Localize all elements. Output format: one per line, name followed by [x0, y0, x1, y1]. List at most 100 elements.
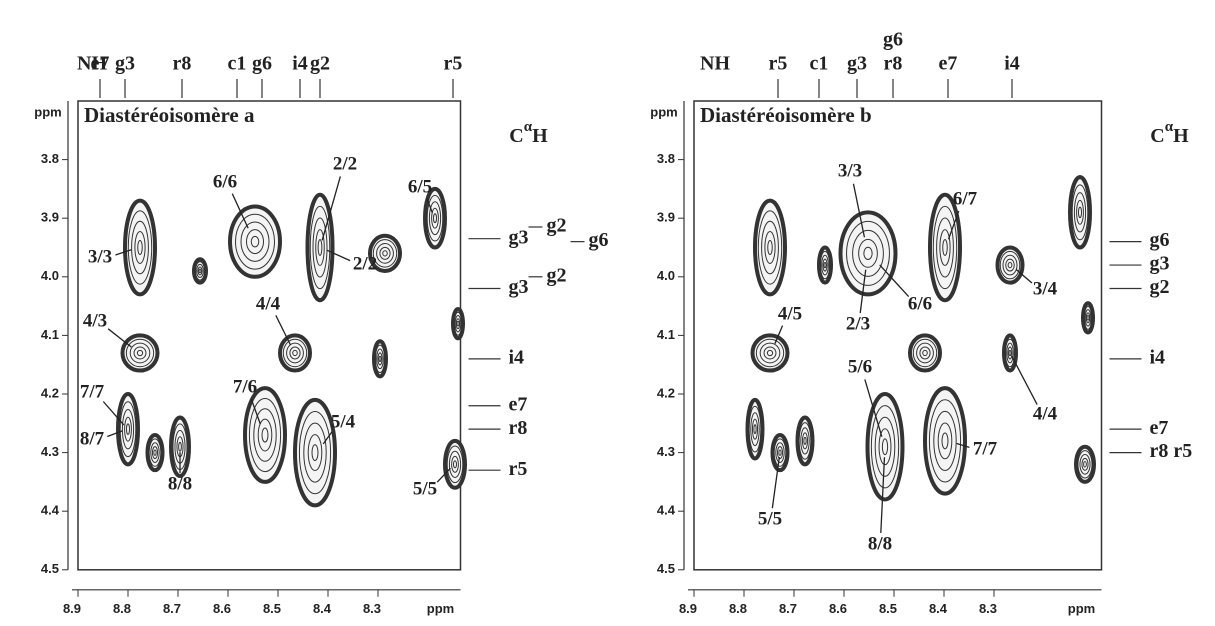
heading-sup: α	[1165, 119, 1174, 135]
y-tick-label: 4.2	[41, 385, 59, 400]
contour	[821, 254, 829, 276]
contour	[764, 231, 776, 264]
annotation-leader	[275, 315, 292, 346]
top-label: e7	[91, 53, 110, 75]
annotation: 2/3	[846, 313, 870, 334]
annotation: 6/6	[213, 171, 237, 192]
annotation: 3/3	[88, 246, 112, 267]
contour	[145, 433, 165, 473]
contour	[433, 213, 437, 224]
top-label: r5	[444, 53, 463, 75]
contour	[286, 342, 304, 364]
annotation-leader	[947, 210, 960, 240]
contour	[819, 250, 831, 280]
contour	[1006, 342, 1014, 364]
y-tick-label: 4.2	[657, 385, 675, 400]
y-tick-label: 4.5	[41, 561, 59, 576]
annotation: 6/6	[908, 293, 932, 314]
contour	[941, 432, 949, 450]
right-label: i4	[509, 346, 525, 368]
contour	[1068, 175, 1092, 250]
x-tick-label: 8.4	[929, 601, 948, 616]
contour	[1007, 346, 1013, 360]
annotation: 5/5	[413, 478, 437, 499]
contour	[431, 207, 439, 229]
y-tick-label: 3.9	[41, 210, 59, 225]
contour	[374, 344, 386, 374]
contour	[803, 436, 807, 445]
contour	[939, 229, 951, 266]
contour	[121, 408, 135, 450]
plot-frame	[693, 100, 1103, 571]
y-tick-label: 4.4	[41, 503, 60, 518]
annotation-leader	[880, 457, 886, 534]
contour	[133, 346, 147, 360]
heading-base: C	[509, 125, 523, 147]
contour	[908, 333, 942, 373]
contour	[124, 416, 132, 442]
contour	[881, 438, 889, 456]
x-tick-label: 8.7	[163, 601, 181, 616]
contour	[228, 204, 282, 279]
right-label: g2	[547, 215, 567, 237]
right-label: r8	[509, 417, 528, 439]
contour	[1007, 261, 1013, 269]
x-tick-label: 8.5	[263, 601, 281, 616]
contour	[377, 352, 383, 366]
top-label: r5	[769, 53, 788, 75]
annotation-leader	[426, 198, 433, 214]
contour	[1005, 258, 1015, 272]
top-heading: NH	[700, 53, 730, 75]
x-tick-label: 8.7	[779, 601, 797, 616]
annotation: 5/5	[758, 508, 782, 529]
contour	[1076, 199, 1084, 225]
contour	[852, 229, 884, 277]
contour	[932, 205, 958, 290]
contour	[454, 314, 462, 333]
contour	[766, 349, 774, 357]
contour	[379, 246, 391, 260]
x-tick-label: 8.9	[63, 601, 81, 616]
contour	[823, 261, 827, 269]
y-tick-label: 4.3	[657, 444, 675, 459]
contour	[278, 333, 312, 373]
x-axis-label: ppm	[427, 601, 454, 616]
contour	[936, 217, 954, 278]
contour	[753, 198, 787, 297]
heading-tail: H	[1173, 125, 1189, 147]
contour	[878, 428, 892, 466]
contour	[1077, 450, 1093, 479]
top-label: g6	[883, 29, 903, 51]
contour	[761, 220, 779, 275]
contour	[446, 445, 464, 484]
contour	[928, 399, 962, 483]
contour	[912, 338, 938, 368]
x-axis-label: ppm	[1068, 601, 1095, 616]
contour	[937, 422, 953, 460]
right-label: g3	[1150, 253, 1170, 275]
right-label: g3	[509, 226, 529, 248]
contour	[136, 349, 144, 357]
contour	[1085, 312, 1091, 324]
contour	[800, 427, 810, 455]
contour	[757, 210, 783, 285]
contour	[451, 455, 459, 473]
contour	[448, 450, 462, 478]
contour	[453, 460, 457, 469]
annotation: 5/4	[331, 411, 356, 432]
x-tick-label: 8.8	[113, 601, 131, 616]
contour	[1083, 305, 1093, 330]
contour	[125, 338, 155, 368]
contour	[148, 438, 162, 467]
top-label: g2	[310, 53, 330, 75]
contour	[312, 217, 328, 278]
annotation-leader	[326, 249, 351, 262]
contour	[315, 229, 325, 266]
contour	[1078, 206, 1082, 219]
contour	[129, 342, 151, 364]
contour	[770, 433, 790, 473]
y-tick-label: 4.3	[41, 444, 59, 459]
contour	[838, 210, 898, 297]
y-tick-label: 4.4	[657, 503, 676, 518]
x-tick-label: 8.9	[679, 601, 697, 616]
